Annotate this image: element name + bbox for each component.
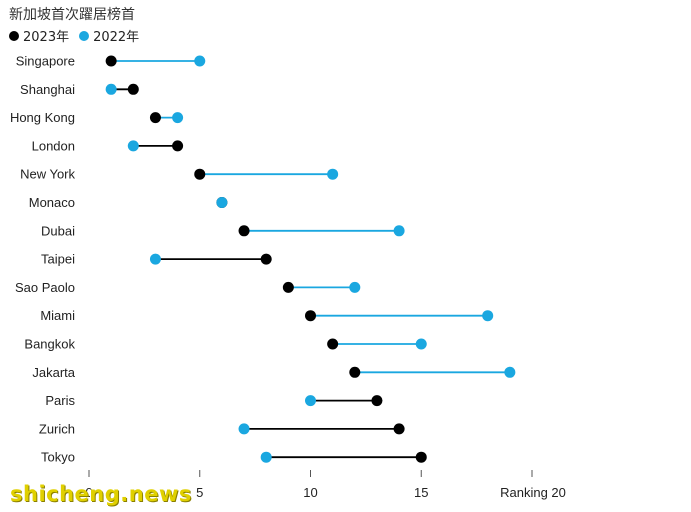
category-label: Sao Paolo (15, 280, 75, 295)
category-label: Bangkok (24, 337, 75, 352)
watermark: shicheng.news (10, 482, 192, 506)
legend-item-2022: 2022年 (79, 26, 139, 45)
legend-swatch-2023 (9, 30, 19, 41)
point-2023 (127, 83, 139, 95)
category-label: New York (20, 167, 75, 182)
point-2023 (105, 55, 117, 67)
point-2022 (504, 366, 516, 378)
point-2023 (327, 338, 339, 350)
point-2023 (349, 366, 361, 378)
point-2023 (393, 423, 405, 435)
category-label: Miami (40, 308, 75, 323)
point-2022 (349, 281, 361, 293)
point-2023 (305, 310, 316, 322)
category-label: Monaco (29, 195, 75, 210)
category-label: Tokyo (41, 450, 75, 465)
legend-label-2023: 2023年 (23, 30, 70, 45)
x-tick-label-5: 5 (196, 485, 203, 500)
category-label: Zurich (39, 421, 75, 436)
point-2022 (327, 168, 339, 180)
category-label: Paris (45, 393, 75, 408)
point-2022 (216, 197, 228, 208)
x-tick-label-15: 15 (414, 485, 428, 500)
point-2022 (482, 310, 494, 322)
point-2022 (260, 451, 272, 463)
x-tick-label-10: 10 (303, 485, 317, 500)
point-2023 (238, 225, 250, 237)
point-2023 (172, 140, 184, 152)
x-tick-label-0: 0 (85, 485, 92, 500)
point-2023 (282, 281, 294, 293)
legend: 2023年 2022年 (9, 26, 143, 45)
category-label: Shanghai (20, 82, 75, 97)
point-2023 (371, 395, 383, 407)
point-2022 (393, 225, 405, 237)
legend-label-2022: 2022年 (93, 30, 140, 45)
category-label: Jakarta (32, 365, 75, 380)
chart-title: 新加坡首次躍居榜首 (9, 7, 135, 23)
category-label: London (32, 138, 75, 153)
category-label: Dubai (41, 223, 75, 238)
legend-item-2023: 2023年 (9, 26, 69, 45)
point-2023 (149, 112, 161, 124)
point-2022 (194, 55, 206, 67)
point-2023 (415, 451, 427, 463)
point-2023 (260, 253, 272, 265)
point-2022 (238, 423, 250, 435)
point-2022 (305, 395, 316, 407)
point-2022 (415, 338, 427, 350)
category-label: Hong Kong (10, 110, 75, 125)
x-tick-label-20: Ranking 20 (500, 485, 566, 500)
point-2022 (105, 83, 117, 95)
legend-swatch-2022 (79, 30, 90, 41)
point-2022 (172, 112, 184, 124)
point-2023 (194, 168, 206, 180)
point-2022 (127, 140, 139, 152)
category-label: Taipei (41, 252, 75, 267)
point-2022 (149, 253, 161, 265)
category-label: Singapore (16, 54, 75, 69)
